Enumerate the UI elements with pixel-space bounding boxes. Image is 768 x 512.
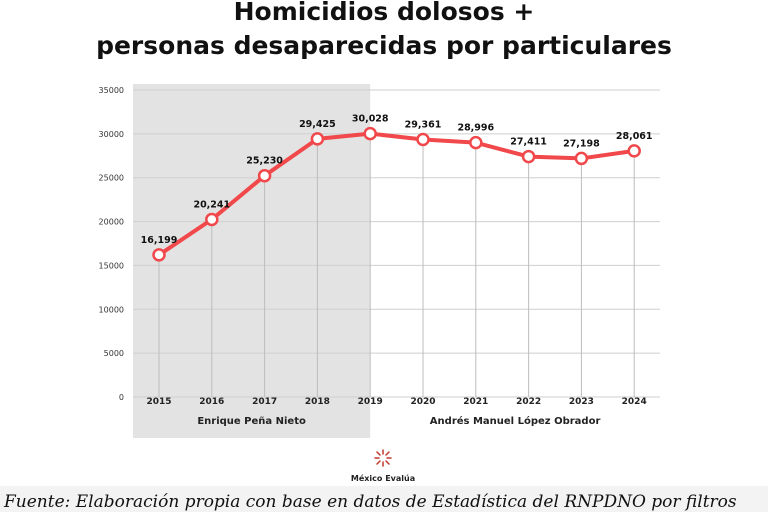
data-point <box>310 132 325 146</box>
x-tick-label: 2019 <box>358 397 383 407</box>
period-label: Andrés Manuel López Obrador <box>430 415 601 427</box>
y-tick-label: 35000 <box>99 86 124 95</box>
data-label: 16,199 <box>141 235 178 246</box>
logo-name: México Evalúa <box>350 474 416 483</box>
mexico-evalua-logo-icon <box>374 449 392 467</box>
y-tick-label: 25000 <box>99 174 124 183</box>
data-point <box>627 144 641 158</box>
data-label: 27,198 <box>563 138 600 149</box>
chart-title-line1: Homicidios dolosos + <box>233 0 535 26</box>
data-point <box>521 149 536 164</box>
y-tick-label: 20000 <box>99 218 124 227</box>
series-line <box>157 131 635 257</box>
x-tick-label: 2016 <box>199 397 224 407</box>
data-label: 28,996 <box>457 123 494 134</box>
data-label: 28,061 <box>616 131 653 142</box>
data-point <box>363 126 377 141</box>
data-point <box>574 151 589 166</box>
period-label: Enrique Peña Nieto <box>197 416 306 427</box>
data-label: 29,425 <box>299 119 336 130</box>
data-point <box>152 248 166 262</box>
shaded-period <box>133 84 371 438</box>
x-tick-label: 2017 <box>252 397 277 407</box>
y-tick-label: 0 <box>119 393 124 402</box>
x-tick-label: 2015 <box>146 397 171 407</box>
y-tick-label: 10000 <box>99 305 124 314</box>
data-point <box>416 132 430 147</box>
x-tick-label: 2024 <box>622 397 647 407</box>
x-tick-label: 2018 <box>305 397 330 407</box>
data-label: 20,241 <box>193 199 230 210</box>
data-point <box>205 212 219 227</box>
data-label: 29,361 <box>405 119 442 130</box>
line-chart: Enrique Peña Nieto Andrés Manuel López Ob… <box>99 84 660 438</box>
y-tick-label: 15000 <box>99 261 124 270</box>
x-tick-label: 2020 <box>410 397 435 407</box>
y-tick-label: 30000 <box>99 130 124 139</box>
x-tick-label: 2021 <box>463 397 488 407</box>
data-point <box>257 168 272 183</box>
data-point <box>469 135 483 150</box>
data-label: 27,411 <box>510 137 547 148</box>
logo: México Evalúa <box>343 448 423 483</box>
x-tick-label: 2022 <box>516 397 541 407</box>
caption-bar <box>0 486 768 512</box>
x-tick-label: 2023 <box>569 397 594 407</box>
chart-title-line2: personas desaparecidas por particulares <box>96 31 672 60</box>
data-label: 30,028 <box>352 114 389 125</box>
data-label: 25,230 <box>246 156 283 167</box>
source-caption: Fuente: Elaboración propia con base en d… <box>4 492 737 512</box>
y-tick-label: 5000 <box>104 349 124 358</box>
